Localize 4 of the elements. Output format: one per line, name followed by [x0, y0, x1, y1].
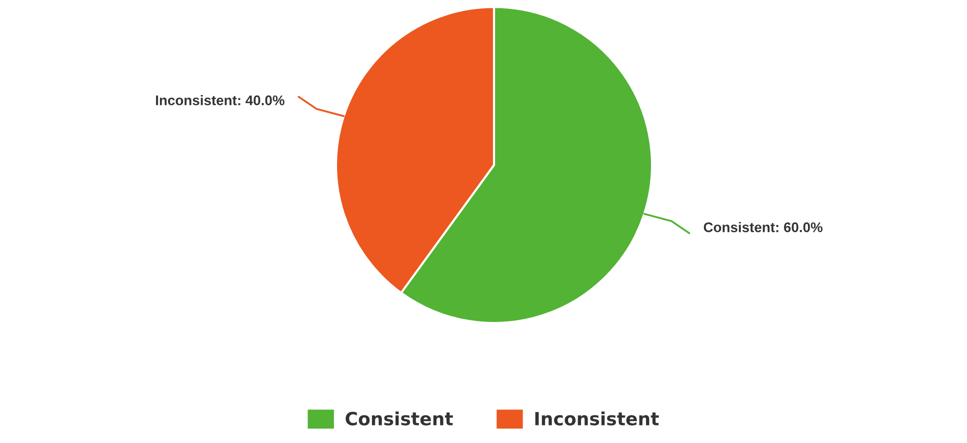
- data-label: Inconsistent: 40.0%: [156, 95, 284, 106]
- legend-label: Inconsistent: [535, 411, 659, 426]
- data-label: Consistent: 60.0%: [704, 222, 822, 232]
- legend-label: Consistent: [346, 411, 453, 426]
